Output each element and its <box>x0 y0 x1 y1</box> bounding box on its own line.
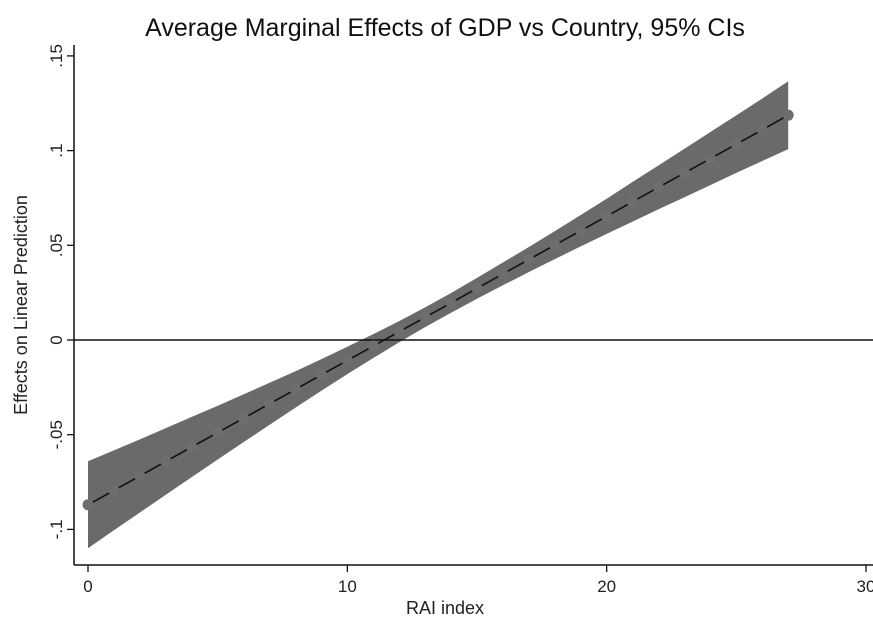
x-tick-label: 10 <box>338 577 357 596</box>
y-tick-label: 0 <box>47 335 66 344</box>
confidence-band <box>88 81 789 549</box>
x-tick-label: 20 <box>597 577 616 596</box>
data-point <box>549 239 561 251</box>
data-point <box>108 484 120 496</box>
data-point <box>782 109 794 121</box>
data-point <box>730 138 742 150</box>
data-point <box>315 369 327 381</box>
y-tick-label: .05 <box>47 233 66 257</box>
data-point <box>289 383 301 395</box>
x-tick-label: 0 <box>83 577 92 596</box>
y-axis-label: Effects on Linear Prediction <box>11 195 31 415</box>
data-point <box>238 412 250 424</box>
data-point <box>497 268 509 280</box>
x-tick-label: 30 <box>857 577 873 596</box>
y-tick-label: .1 <box>47 144 66 158</box>
data-point <box>575 225 587 237</box>
data-point <box>212 427 224 439</box>
data-point <box>393 326 405 338</box>
y-tick-label: -.05 <box>47 420 66 449</box>
data-point <box>341 354 353 366</box>
plot-area <box>74 81 873 549</box>
data-point <box>419 311 431 323</box>
data-point <box>445 297 457 309</box>
data-point <box>627 196 639 208</box>
y-tick-label: .15 <box>47 44 66 68</box>
data-point <box>704 153 716 165</box>
estimate-line <box>87 114 789 506</box>
data-point <box>756 124 768 136</box>
data-point <box>601 210 613 222</box>
data-point <box>264 398 276 410</box>
data-point <box>678 167 690 179</box>
data-point <box>367 340 379 352</box>
data-point <box>523 254 535 266</box>
data-point <box>134 470 146 482</box>
data-point <box>653 181 665 193</box>
chart-title: Average Marginal Effects of GDP vs Count… <box>145 14 745 42</box>
data-point <box>160 455 172 467</box>
data-point <box>186 441 198 453</box>
axes: 0 10 20 30 -.1 -.05 0 .05 .1 .15 <box>47 44 873 596</box>
data-point <box>471 282 483 294</box>
data-point <box>82 499 94 511</box>
y-tick-label: -.1 <box>47 519 66 539</box>
x-axis-label: RAI index <box>406 598 484 618</box>
